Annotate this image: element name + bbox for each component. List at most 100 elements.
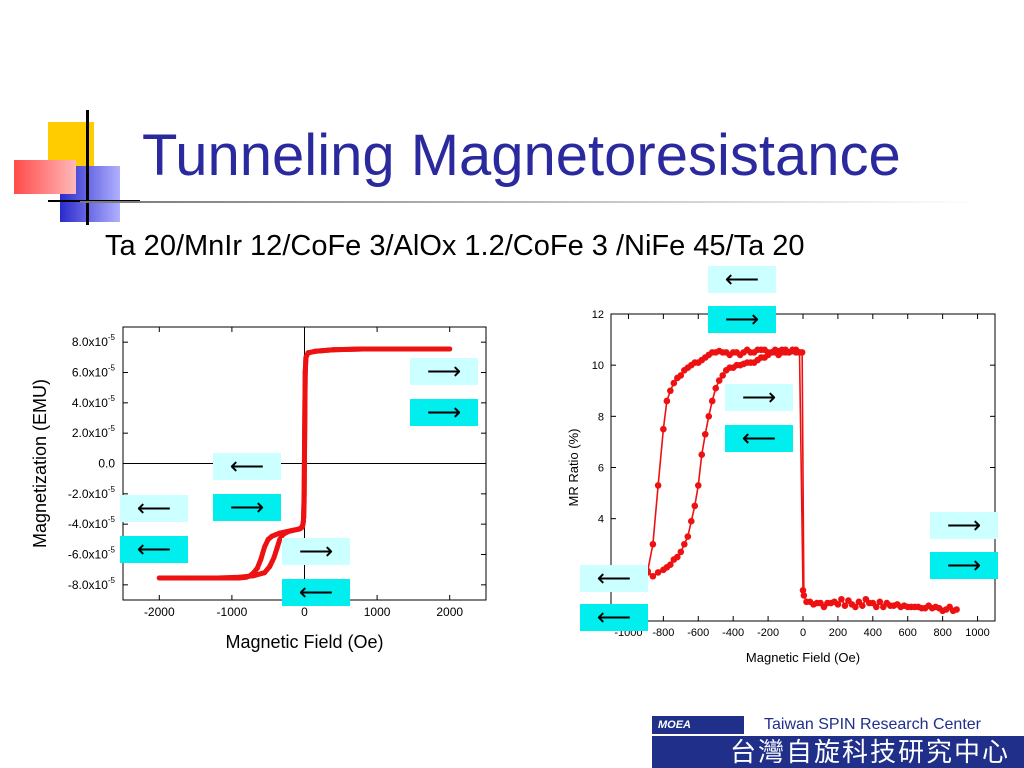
mr-data-point xyxy=(841,602,849,609)
spin-center-logo: MOEA Taiwan SPIN Research Center 台灣自旋科技研… xyxy=(652,712,1024,768)
mr-data-point xyxy=(677,372,685,379)
mr-data-point xyxy=(687,517,695,525)
left-arrow-box: ⟵ xyxy=(282,579,350,606)
left-arrow-box: ⟵ xyxy=(580,565,648,592)
mr-data-point xyxy=(876,598,884,606)
left-arrow-box: ⟵ xyxy=(213,453,281,480)
mr-data-point xyxy=(953,606,960,613)
mr-x-tick-label: 1000 xyxy=(965,627,989,639)
right-arrow-box: ⟶ xyxy=(410,358,478,385)
mr-y-tick-label: 6 xyxy=(598,463,604,475)
mr-data-point xyxy=(663,397,671,405)
m-plot-area: -2000 -1000 0 1000 2000 8.0x10-5 6.0x10-5 4.0x1… xyxy=(30,326,487,652)
m-y-tick-label: 6.0x10-5 xyxy=(72,364,116,380)
right-arrow-box: ⟶ xyxy=(213,494,281,521)
m-data-point xyxy=(185,575,191,581)
mr-data-point xyxy=(798,349,806,356)
m-data-point xyxy=(303,354,309,360)
m-data-point xyxy=(265,536,271,542)
mr-x-tick-label: 400 xyxy=(864,627,882,639)
m-y-tick-label: -8.0x10-5 xyxy=(68,576,116,592)
m-data-point xyxy=(305,350,311,356)
mr-x-tick-label: 200 xyxy=(829,627,847,639)
mr-data-point xyxy=(684,533,692,540)
m-data-point xyxy=(301,491,307,497)
mr-ratio-chart: -1000-800-600-400-2000200400600800100024… xyxy=(566,309,996,665)
m-x-tick-label: 2000 xyxy=(436,605,463,619)
m-data-point xyxy=(300,518,306,524)
m-data-point xyxy=(418,346,424,352)
logo-top-bar: MOEA Taiwan SPIN Research Center xyxy=(652,716,1024,734)
mr-data-point xyxy=(691,502,699,510)
mr-y-tick-label: 12 xyxy=(592,309,604,321)
mr-x-tick-label: 800 xyxy=(933,627,951,639)
m-data-point xyxy=(214,575,220,581)
mr-data-point xyxy=(654,569,662,576)
m-data-point xyxy=(258,556,264,562)
m-data-point xyxy=(236,574,242,580)
mr-y-tick-label: 4 xyxy=(598,514,604,526)
m-data-point xyxy=(280,532,286,538)
m-data-point xyxy=(269,533,275,539)
left-arrow-box: ⟵ xyxy=(120,495,188,522)
mr-data-point xyxy=(834,601,842,608)
m-x-tick-label: -2000 xyxy=(144,605,175,619)
mr-data-point xyxy=(654,482,662,489)
mr-data-point xyxy=(667,561,674,569)
mr-x-tick-label: 600 xyxy=(899,627,917,639)
right-arrow-box: ⟶ xyxy=(930,512,998,539)
mr-data-point xyxy=(873,603,880,611)
mr-x-tick-label: 0 xyxy=(800,627,806,639)
red-square xyxy=(14,160,76,194)
m-x-axis-label: Magnetic Field (Oe) xyxy=(225,632,383,652)
m-y-tick-label: 0.0 xyxy=(98,457,115,471)
mr-data-point xyxy=(660,425,667,433)
mr-data-point xyxy=(674,553,681,561)
mr-x-tick-label: -200 xyxy=(757,627,779,639)
mr-data-point xyxy=(670,379,678,387)
m-data-point xyxy=(302,370,308,375)
magnetization-chart: -2000 -1000 0 1000 2000 8.0x10-5 6.0x10-5 4.0x1… xyxy=(30,326,487,652)
m-data-point xyxy=(271,555,277,561)
m-x-tick-label: 1000 xyxy=(364,605,391,619)
right-arrow-box: ⟶ xyxy=(725,384,793,411)
m-y-tick-label: -6.0x10-5 xyxy=(68,546,116,562)
mr-data-point xyxy=(859,602,866,609)
m-y-tick-label: -4.0x10-5 xyxy=(68,515,116,531)
m-y-tick-label: 8.0x10-5 xyxy=(72,333,116,349)
mr-data-point xyxy=(681,540,688,548)
mr-data-point xyxy=(712,384,720,392)
m-data-point xyxy=(274,545,280,551)
m-data-point xyxy=(262,544,268,550)
m-data-point xyxy=(331,347,337,353)
moea-badge: MOEA xyxy=(652,716,744,734)
mr-data-point xyxy=(838,595,845,603)
mr-data-point xyxy=(667,387,674,395)
m-data-point xyxy=(302,400,308,406)
mr-y-tick-label: 10 xyxy=(592,360,604,372)
right-arrow-box: ⟶ xyxy=(282,538,350,565)
mr-data-point xyxy=(677,548,685,556)
m-y-tick-label: 4.0x10-5 xyxy=(72,394,116,410)
m-x-tick-label: 0 xyxy=(301,605,308,619)
logo-english-name: Taiwan SPIN Research Center xyxy=(764,716,981,733)
mr-data-point xyxy=(649,572,657,580)
mr-data-point xyxy=(852,603,859,611)
m-data-point xyxy=(389,346,395,352)
m-data-point xyxy=(447,346,453,352)
m-data-point xyxy=(360,346,366,352)
mr-y-tick-label: 8 xyxy=(598,411,604,423)
mr-x-tick-label: -400 xyxy=(722,627,744,639)
m-data-point xyxy=(156,575,162,581)
mr-data-point xyxy=(800,592,808,599)
mr-plot-area: -1000-800-600-400-2000200400600800100024… xyxy=(566,309,996,665)
right-arrow-box: ⟶ xyxy=(410,399,478,426)
left-arrow-box: ⟵ xyxy=(120,536,188,563)
mr-data-point xyxy=(698,451,706,459)
right-arrow-box: ⟶ xyxy=(930,552,998,579)
logo-chinese-name: 台灣自旋科技研究中心 xyxy=(652,736,1024,768)
m-data-point xyxy=(277,536,283,542)
m-y-tick-label: -2.0x10-5 xyxy=(68,485,116,501)
mr-data-point xyxy=(705,413,713,420)
mr-data-point xyxy=(701,430,709,438)
